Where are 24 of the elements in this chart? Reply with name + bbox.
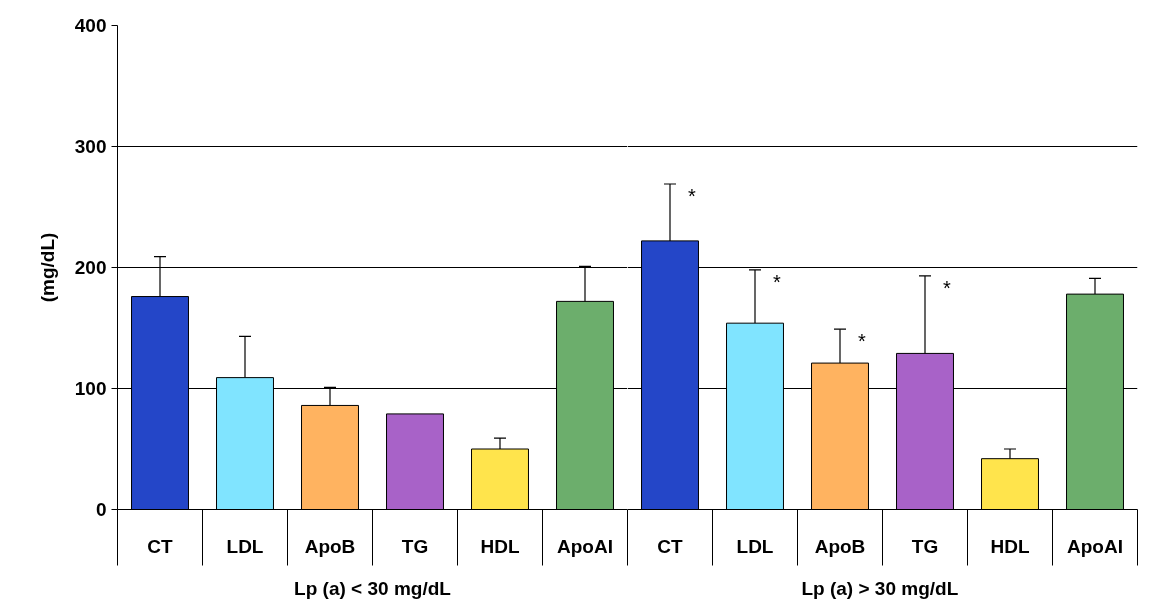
- x-tick-label: CT: [147, 535, 174, 557]
- x-tick-label: ApoAI: [557, 535, 613, 557]
- annotation: *: [688, 185, 697, 208]
- x-tick-label: TG: [401, 535, 429, 557]
- x-tick-label: TG: [911, 535, 939, 557]
- x-tick-label: ApoAI: [1067, 535, 1123, 557]
- annotation: *: [943, 276, 952, 299]
- x-tick-label: HDL: [990, 535, 1030, 557]
- x-axis-title: Lp (a) < 30 mg/dL: [294, 577, 452, 599]
- y-tick-label: 400: [74, 15, 107, 36]
- y-axis-title: (mg/dL): [36, 232, 58, 303]
- x-tick-label: ApoB: [814, 535, 866, 557]
- y-tick-label: 200: [74, 257, 107, 278]
- x-tick-label: ApoB: [304, 535, 356, 557]
- x-tick-label: HDL: [480, 535, 520, 557]
- y-tick-label: 300: [74, 136, 107, 157]
- x-tick-label: CT: [657, 535, 684, 557]
- x-axis-title: Lp (a) > 30 mg/dL: [801, 577, 959, 599]
- annotation: *: [858, 330, 867, 353]
- x-tick-label: LDL: [226, 535, 264, 557]
- x-tick-label: LDL: [736, 535, 774, 557]
- y-tick-label: 0: [95, 499, 107, 520]
- y-tick-label: 100: [74, 378, 107, 399]
- annotation: *: [773, 270, 782, 293]
